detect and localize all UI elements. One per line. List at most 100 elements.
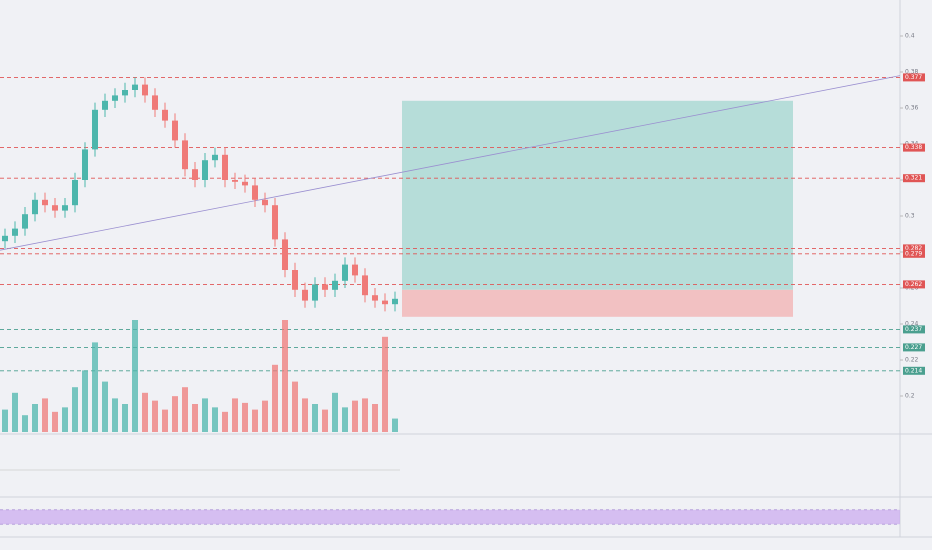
candle-body xyxy=(342,264,348,281)
level-label: 0.321 xyxy=(905,175,922,182)
volume-bar xyxy=(172,396,178,432)
volume-bar xyxy=(2,409,8,432)
level-tag xyxy=(903,249,925,258)
volume-bar xyxy=(242,402,248,432)
position-stop xyxy=(402,289,793,317)
volume-bar xyxy=(332,392,338,432)
level-tag xyxy=(903,73,925,82)
candle-body xyxy=(202,160,208,180)
candle-body xyxy=(112,95,118,101)
candle-body xyxy=(242,181,248,186)
level-label: 0.338 xyxy=(905,144,922,151)
y-tick-label: 0.36 xyxy=(905,105,919,112)
candle-body xyxy=(132,84,138,90)
candle-body xyxy=(172,120,178,141)
volume-bar xyxy=(312,404,318,432)
candle-body xyxy=(52,205,58,211)
candle-body xyxy=(232,180,238,182)
volume-bar xyxy=(42,398,48,432)
candle-body xyxy=(352,264,358,276)
candle-body xyxy=(222,154,228,180)
y-tick-label: 0.24 xyxy=(905,321,919,328)
candle-body xyxy=(142,84,148,96)
volume-bar xyxy=(182,387,188,432)
volume-bar xyxy=(302,398,308,432)
volume-bar xyxy=(82,370,88,432)
candle-body xyxy=(72,180,78,206)
volume-bar xyxy=(72,387,78,432)
level-label: 0.227 xyxy=(905,344,922,351)
volume-bar xyxy=(362,398,368,432)
volume-bar xyxy=(382,336,388,432)
volume-bar xyxy=(392,418,398,432)
candle-body xyxy=(272,205,278,240)
level-label: 0.214 xyxy=(905,367,922,374)
candle-body xyxy=(302,289,308,301)
volume-bar xyxy=(92,342,98,432)
candle-body xyxy=(212,154,218,161)
volume-bar xyxy=(12,392,18,432)
volume-bar xyxy=(102,381,108,432)
level-tag xyxy=(903,366,925,375)
candle-body xyxy=(252,185,258,200)
level-tag xyxy=(903,143,925,152)
candle-body xyxy=(122,90,128,96)
volume-bar xyxy=(252,409,258,432)
volume-bar xyxy=(222,411,228,432)
volume-bar xyxy=(132,320,138,432)
candle-body xyxy=(12,228,18,236)
candle-body xyxy=(372,295,378,301)
volume-bar xyxy=(162,409,168,432)
trend-line xyxy=(0,75,901,251)
level-tag xyxy=(903,280,925,289)
y-tick-label: 0.3 xyxy=(905,213,915,220)
candle-body xyxy=(182,140,188,170)
volume-bar xyxy=(372,404,378,432)
volume-bar xyxy=(142,392,148,432)
candle-body xyxy=(192,169,198,180)
volume-bar xyxy=(62,407,68,432)
y-tick-label: 0.2 xyxy=(905,393,915,400)
volume-bar xyxy=(52,411,58,432)
level-label: 0.262 xyxy=(905,281,922,288)
level-tag xyxy=(903,325,925,334)
candle-body xyxy=(292,270,298,290)
volume-bar xyxy=(352,400,358,432)
level-label: 0.237 xyxy=(905,326,922,333)
candle-body xyxy=(2,235,8,242)
candle-body xyxy=(82,149,88,180)
volume-bar xyxy=(212,407,218,432)
candle-body xyxy=(92,109,98,150)
y-tick-label: 0.4 xyxy=(905,33,915,40)
volume-bar xyxy=(322,409,328,432)
candle-body xyxy=(322,284,328,290)
rsi-band xyxy=(0,509,900,525)
level-label: 0.279 xyxy=(905,250,922,257)
volume-bar xyxy=(192,404,198,432)
candle-body xyxy=(392,298,398,305)
volume-bar xyxy=(262,400,268,432)
y-tick-label: 0.22 xyxy=(905,357,919,364)
volume-bar xyxy=(342,407,348,432)
volume-bar xyxy=(122,404,128,432)
level-label: 0.282 xyxy=(905,245,922,252)
candle-body xyxy=(332,280,338,290)
volume-bar xyxy=(152,400,158,432)
candle-body xyxy=(312,284,318,301)
volume-bar xyxy=(202,398,208,432)
level-tag xyxy=(903,244,925,253)
volume-bar xyxy=(272,364,278,432)
candle-body xyxy=(362,275,368,296)
volume-bar xyxy=(282,320,288,432)
level-tag xyxy=(903,343,925,352)
position-target xyxy=(402,100,793,290)
y-tick-label: 0.38 xyxy=(905,69,919,76)
candle-body xyxy=(62,205,68,211)
candle-body xyxy=(382,300,388,305)
candle-body xyxy=(102,100,108,110)
candle-body xyxy=(262,199,268,206)
volume-bar xyxy=(112,398,118,432)
candle-body xyxy=(282,239,288,270)
level-tag xyxy=(903,174,925,183)
